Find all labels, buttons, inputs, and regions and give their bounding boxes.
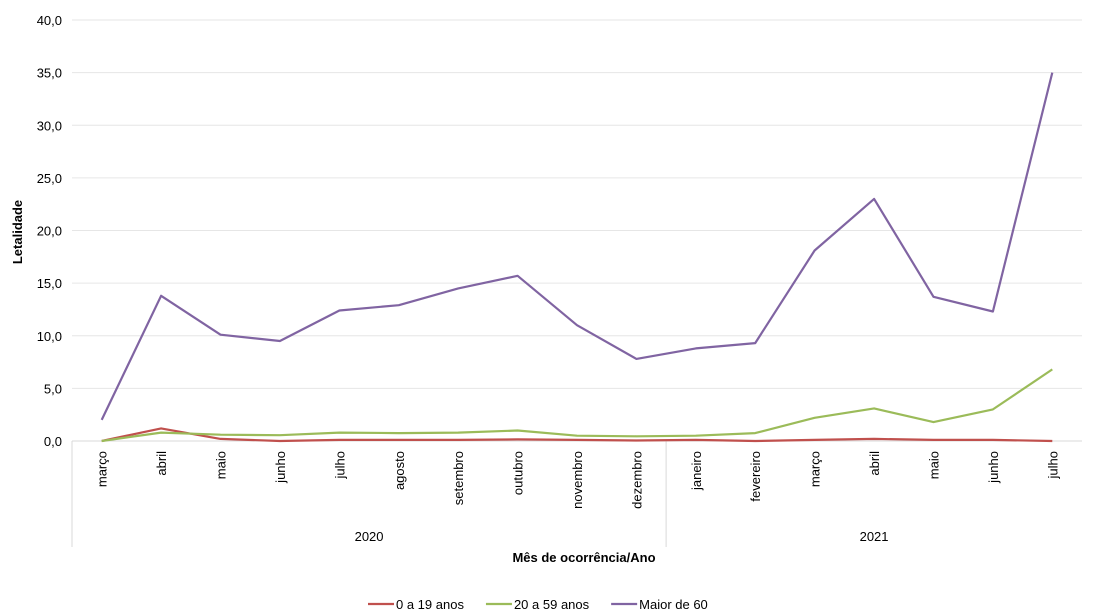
x-group-label: 2020 <box>355 529 384 544</box>
x-tick-label: abril <box>867 451 882 476</box>
x-axis-title: Mês de ocorrência/Ano <box>512 550 655 565</box>
y-axis-title: Letalidade <box>10 200 25 264</box>
y-tick-label: 35,0 <box>37 66 62 81</box>
series-line <box>100 72 1054 421</box>
series-line <box>101 368 1053 443</box>
x-tick-label: abril <box>154 451 169 476</box>
y-tick-label: 25,0 <box>37 171 62 186</box>
x-tick-label: junho <box>273 451 288 484</box>
x-tick-label: julho <box>332 451 347 479</box>
y-tick-label: 5,0 <box>44 381 62 396</box>
x-tick-label: agosto <box>392 451 407 490</box>
y-axis-ticks: 0,0 5,0 10,0 15,0 20,0 25,0 30,0 35,0 40,0 <box>37 13 62 449</box>
x-tick-label: maio <box>926 451 941 479</box>
legend-label: 0 a 19 anos <box>396 597 464 612</box>
y-tick-label: 15,0 <box>37 276 62 291</box>
x-tick-label: janeiro <box>689 451 704 491</box>
x-tick-label: setembro <box>451 451 466 505</box>
y-tick-label: 0,0 <box>44 434 62 449</box>
x-tick-label: julho <box>1045 451 1060 479</box>
y-tick-label: 10,0 <box>37 329 62 344</box>
x-tick-label: novembro <box>570 451 585 509</box>
legend: 0 a 19 anos 20 a 59 anos Maior de 60 <box>368 597 708 612</box>
series-lines <box>100 72 1054 443</box>
gridlines <box>72 19 1082 442</box>
x-axis: março abril maio junho julho agosto setembro ou… <box>71 441 1060 547</box>
x-tick-label: dezembro <box>629 451 644 509</box>
x-group-label: 2021 <box>860 529 889 544</box>
series-line <box>101 427 1053 443</box>
legend-label: 20 a 59 anos <box>514 597 590 612</box>
x-tick-label: março <box>808 451 823 487</box>
x-tick-label: fevereiro <box>748 451 763 502</box>
x-tick-label: março <box>95 451 110 487</box>
legend-label: Maior de 60 <box>639 597 708 612</box>
x-tick-label: maio <box>214 451 229 479</box>
y-tick-label: 20,0 <box>37 224 62 239</box>
y-tick-label: 30,0 <box>37 118 62 133</box>
x-tick-label: outubro <box>511 451 526 495</box>
x-tick-label: junho <box>986 451 1001 484</box>
y-tick-label: 40,0 <box>37 13 62 28</box>
